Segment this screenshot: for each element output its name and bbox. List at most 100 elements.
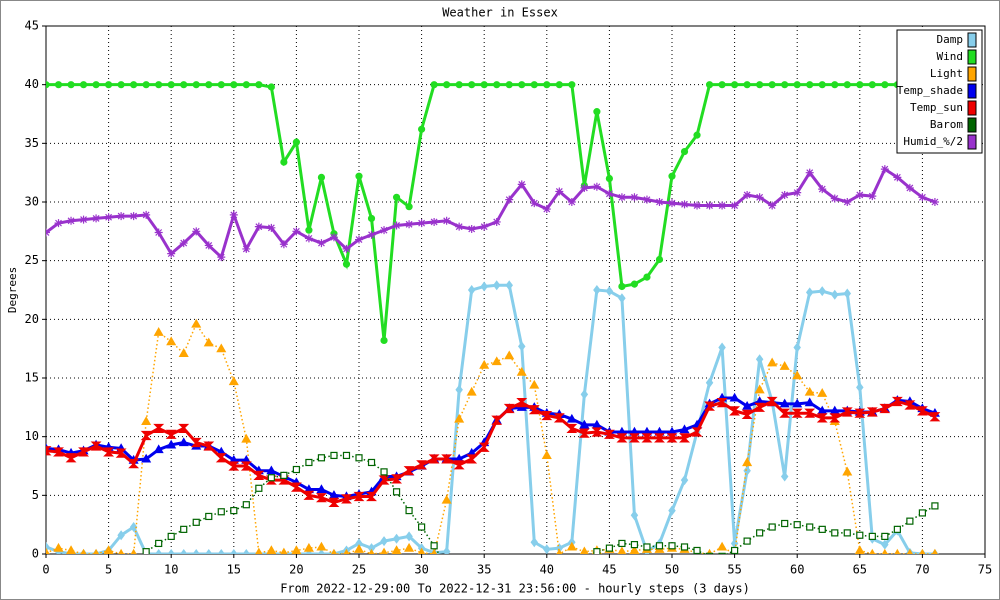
data-point	[117, 212, 126, 221]
y-tick-label: 10	[25, 429, 39, 443]
data-point	[593, 285, 601, 295]
data-point	[355, 454, 363, 462]
data-point	[854, 408, 866, 418]
data-point	[192, 81, 200, 89]
data-point	[380, 336, 388, 345]
data-point	[818, 81, 826, 89]
data-point	[103, 545, 114, 554]
data-point	[455, 81, 463, 89]
data-point	[505, 195, 514, 204]
data-point	[868, 532, 876, 541]
data-point	[92, 81, 100, 89]
data-point	[718, 81, 726, 89]
data-point	[46, 547, 50, 554]
data-point	[641, 433, 653, 443]
data-point	[130, 81, 138, 89]
data-point	[805, 168, 814, 177]
data-point	[793, 188, 802, 197]
data-point	[442, 546, 451, 554]
data-point	[54, 81, 63, 89]
data-point	[630, 280, 639, 288]
series-line	[46, 283, 935, 554]
data-point	[617, 193, 626, 202]
data-point	[592, 182, 601, 191]
data-point	[117, 530, 125, 541]
data-point	[894, 548, 901, 554]
data-point	[693, 546, 701, 554]
data-point	[679, 424, 690, 434]
data-point	[655, 198, 664, 206]
legend-label: Light	[930, 67, 963, 80]
data-point	[929, 412, 941, 422]
data-point	[479, 359, 490, 369]
data-point	[418, 523, 426, 531]
data-point	[217, 549, 226, 554]
data-point	[280, 547, 288, 554]
data-point	[430, 542, 438, 550]
data-point	[818, 286, 826, 297]
data-point	[680, 147, 689, 156]
y-tick-label: 30	[25, 195, 39, 209]
data-point	[205, 549, 213, 554]
data-point	[906, 548, 913, 554]
data-point	[292, 138, 300, 146]
data-point	[793, 81, 801, 89]
plot-area	[45, 25, 986, 555]
data-point	[142, 548, 150, 554]
data-point	[680, 543, 689, 551]
legend-label: Humid_%/2	[903, 135, 963, 148]
data-point	[90, 441, 102, 451]
y-tick-label: 45	[25, 19, 39, 33]
x-tick-label: 45	[602, 563, 616, 577]
y-tick-label: 40	[25, 77, 39, 91]
data-point	[541, 450, 552, 460]
data-point	[492, 280, 501, 291]
data-point	[67, 216, 76, 225]
data-point	[53, 447, 64, 457]
data-point	[166, 336, 177, 346]
data-point	[756, 81, 764, 89]
data-point	[241, 433, 252, 443]
data-point	[117, 81, 125, 89]
data-point	[843, 81, 851, 89]
y-axis-label: Degrees	[6, 267, 19, 313]
data-point	[478, 442, 490, 452]
legend-swatch	[967, 49, 977, 65]
data-point	[242, 81, 250, 89]
data-point	[405, 203, 413, 211]
data-point	[517, 180, 526, 189]
data-point	[316, 484, 327, 494]
data-point	[455, 384, 463, 395]
data-point	[155, 539, 163, 548]
data-point	[178, 423, 190, 434]
data-point	[680, 475, 689, 486]
data-point	[668, 199, 676, 208]
data-point	[142, 81, 150, 89]
data-point	[743, 190, 752, 199]
data-point	[580, 546, 589, 554]
data-point	[267, 83, 275, 91]
x-tick-label: 5	[105, 563, 112, 577]
data-point	[593, 108, 601, 116]
data-point	[491, 356, 502, 366]
data-point	[154, 549, 163, 554]
legend-swatch	[967, 117, 977, 133]
data-point	[628, 433, 640, 443]
data-point	[617, 546, 627, 554]
data-point	[779, 408, 791, 418]
data-point	[866, 407, 878, 417]
data-point	[831, 81, 839, 89]
data-point	[128, 459, 140, 469]
data-point	[793, 521, 801, 529]
data-point	[341, 494, 352, 504]
x-tick-label: 10	[164, 563, 178, 577]
data-point	[192, 518, 200, 526]
x-tick-label: 20	[289, 563, 303, 577]
data-point	[480, 222, 489, 231]
data-point	[905, 183, 914, 192]
legend-swatch	[967, 83, 977, 99]
data-point	[618, 539, 626, 548]
data-point	[240, 461, 252, 471]
data-point	[916, 406, 928, 416]
data-point	[392, 533, 401, 544]
